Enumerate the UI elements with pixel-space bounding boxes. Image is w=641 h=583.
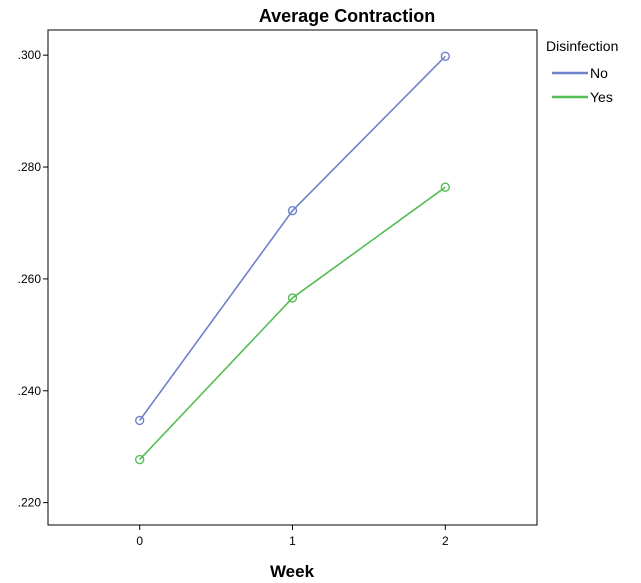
legend: Disinfection No Yes (546, 38, 618, 105)
data-point-no (440, 51, 451, 61)
y-tick-label: .220 (18, 496, 42, 510)
y-axis: .220 .240 .260 .280 .300 (18, 48, 48, 510)
x-axis: 0 1 2 (136, 525, 449, 548)
data-point-no (134, 415, 145, 426)
y-tick-label: .240 (18, 384, 42, 398)
legend-title: Disinfection (546, 38, 618, 54)
data-point-no (287, 205, 298, 216)
data-point-yes (287, 293, 298, 303)
series-layer (134, 51, 451, 465)
chart-title: Average Contraction (259, 6, 435, 26)
series-line-no (139, 55, 446, 421)
x-axis-label: Week (270, 562, 315, 581)
x-tick-label: 0 (136, 534, 143, 548)
y-tick-label: .280 (18, 160, 42, 174)
y-tick-label: .260 (18, 272, 42, 286)
series-line-yes (139, 186, 446, 461)
y-tick-label: .300 (18, 48, 42, 62)
plot-frame (47, 29, 538, 526)
x-tick-label: 2 (442, 534, 449, 548)
legend-label-no: No (590, 65, 608, 81)
data-point-yes (134, 454, 145, 465)
x-tick-label: 1 (289, 534, 296, 548)
legend-label-yes: Yes (590, 89, 613, 105)
data-point-yes (440, 182, 451, 192)
